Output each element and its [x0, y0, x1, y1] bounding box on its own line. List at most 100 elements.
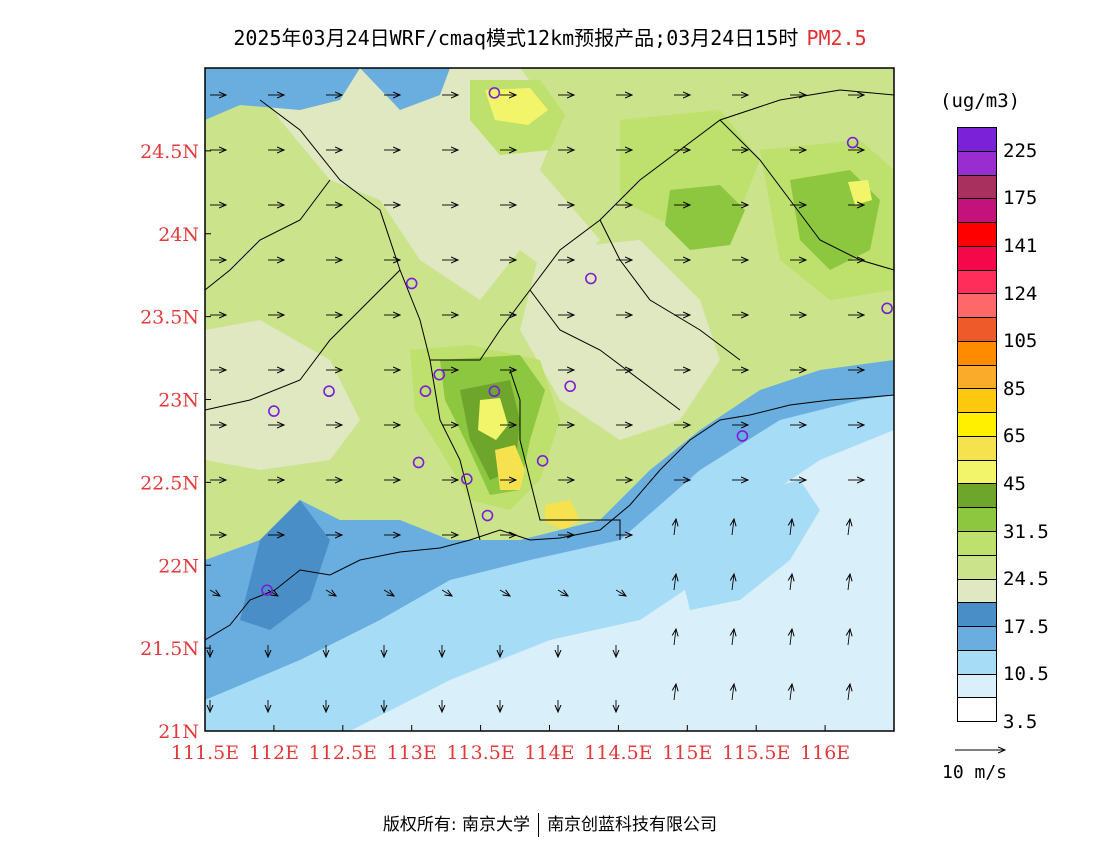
color-legend — [957, 127, 997, 722]
wind-arrow — [557, 590, 568, 596]
y-tick-label: 24.5N — [140, 141, 199, 163]
x-tick-label: 114.5E — [584, 742, 652, 764]
legend-swatch — [958, 246, 996, 271]
y-tick-label: 21.5N — [140, 638, 199, 660]
wind-reference-label: 10 m/s — [942, 762, 1008, 783]
legend-swatch — [958, 674, 996, 699]
title-main: 2025年03月24日WRF/cmaq模式12km预报产品;03月24日15时 — [233, 26, 799, 50]
wind-arrow — [615, 590, 626, 596]
legend-label: 85 — [1003, 377, 1026, 400]
legend-label: 65 — [1003, 425, 1026, 448]
wind-arrow — [790, 684, 792, 701]
y-tick-label: 22.5N — [140, 472, 199, 494]
station-marker — [433, 368, 446, 381]
wind-arrow — [441, 590, 452, 596]
copyright-right: 南京创蓝科技有限公司 — [547, 815, 718, 835]
coastline-borders — [205, 89, 894, 641]
station-markers — [261, 87, 893, 596]
legend-label: 124 — [1003, 282, 1038, 305]
legend-swatch — [958, 341, 996, 366]
station-marker — [461, 473, 473, 485]
map-title: 2025年03月24日WRF/cmaq模式12km预报产品;03月24日15时 P… — [0, 22, 1100, 51]
wind-arrow — [209, 590, 220, 596]
legend-swatch — [958, 460, 996, 485]
x-tick-label: 112E — [249, 742, 299, 764]
legend-swatch — [958, 603, 996, 628]
legend-swatch — [958, 698, 996, 722]
x-tick-label: 114E — [524, 742, 574, 764]
wind-arrow — [732, 629, 734, 646]
wind-arrow — [732, 519, 734, 536]
wind-vectors — [210, 95, 864, 712]
wind-arrow — [325, 590, 336, 596]
legend-label: 105 — [1003, 330, 1038, 353]
legend-label: 225 — [1003, 139, 1038, 162]
station-marker — [261, 584, 273, 596]
x-tick-label: 116E — [800, 742, 850, 764]
station-marker — [736, 430, 749, 442]
footer-separator — [538, 813, 540, 837]
legend-label: 24.5 — [1003, 568, 1049, 591]
x-axis: 111.5E 112E 112.5E 113E 113.5E 114E 114.5E 115E… — [171, 725, 850, 764]
legend-swatch — [958, 532, 996, 556]
y-tick-label: 22N — [158, 555, 199, 577]
legend-swatch — [958, 627, 996, 651]
x-tick-label: 113E — [387, 742, 437, 764]
wind-arrow — [790, 629, 792, 646]
y-axis: 21N 21.5N 22N 22.5N 23N 23.5N 24N 24.5N — [140, 141, 211, 743]
y-tick-label: 23.5N — [140, 307, 199, 329]
concentration-field — [205, 68, 894, 731]
legend-swatch — [958, 199, 996, 224]
legend-swatch — [958, 151, 996, 176]
legend-swatch — [958, 365, 996, 390]
wind-arrow — [732, 684, 734, 701]
station-marker — [564, 380, 576, 393]
legend-swatch — [958, 650, 996, 675]
station-marker — [536, 455, 549, 467]
station-marker — [268, 405, 280, 417]
x-tick-label: 115E — [662, 742, 712, 764]
wind-arrow — [790, 519, 792, 536]
wind-arrow — [848, 629, 850, 646]
x-tick-label: 112.5E — [309, 742, 377, 764]
legend-swatch — [958, 175, 996, 200]
legend-label: 141 — [1003, 235, 1038, 257]
y-tick-label: 24N — [158, 224, 199, 246]
station-marker — [846, 136, 859, 149]
title-product: PM2.5 — [806, 26, 867, 50]
wind-arrow — [674, 684, 676, 701]
wind-arrow — [499, 590, 510, 596]
station-marker — [412, 456, 425, 469]
legend-swatch — [958, 413, 996, 437]
legend-swatch — [958, 270, 996, 295]
station-marker — [323, 385, 335, 398]
legend-swatch — [958, 318, 996, 342]
legend-swatch — [958, 508, 996, 533]
wind-arrow — [267, 590, 278, 596]
wind-arrow — [790, 574, 792, 591]
wind-arrow — [732, 574, 734, 591]
legend-label: 31.5 — [1003, 520, 1049, 543]
footer: 版权所有: 南京大学 南京创蓝科技有限公司 — [0, 810, 1100, 837]
legend-swatch — [958, 389, 996, 414]
legend-swatch — [958, 128, 996, 152]
station-marker — [585, 272, 597, 285]
copyright-left: 版权所有: 南京大学 — [382, 815, 531, 835]
legend-swatch — [958, 436, 996, 461]
wind-arrow — [848, 684, 850, 701]
legend-label: 17.5 — [1003, 615, 1049, 638]
legend-swatch — [958, 223, 996, 247]
x-tick-label: 115.5E — [722, 742, 790, 764]
station-marker — [405, 277, 418, 290]
legend-swatch — [958, 555, 996, 580]
y-tick-label: 21N — [158, 721, 199, 743]
wind-arrow — [848, 519, 850, 536]
legend-unit: (ug/m3) — [940, 90, 1021, 112]
legend-swatch — [958, 579, 996, 604]
wind-arrow — [848, 574, 850, 591]
wind-arrow — [383, 590, 394, 596]
station-marker — [419, 385, 432, 398]
legend-label: 45 — [1003, 473, 1026, 495]
station-marker — [488, 385, 501, 398]
